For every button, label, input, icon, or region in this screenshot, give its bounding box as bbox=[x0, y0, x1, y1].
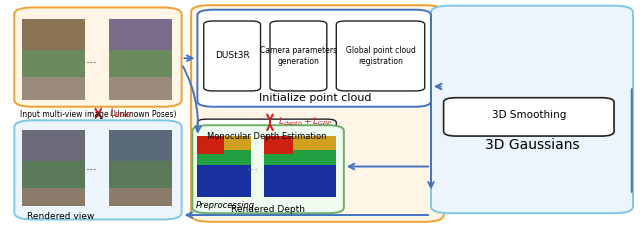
FancyBboxPatch shape bbox=[14, 120, 182, 220]
FancyBboxPatch shape bbox=[444, 98, 614, 136]
Bar bbox=[109, 19, 172, 50]
Bar bbox=[22, 19, 85, 100]
Bar bbox=[109, 130, 172, 206]
Bar bbox=[197, 136, 251, 197]
Text: Camera parameters
generation: Camera parameters generation bbox=[260, 46, 337, 66]
Bar bbox=[109, 19, 172, 100]
Bar bbox=[264, 150, 336, 165]
Text: Rendered Depth: Rendered Depth bbox=[231, 205, 305, 214]
Text: ...: ... bbox=[247, 160, 259, 173]
FancyBboxPatch shape bbox=[197, 119, 336, 155]
FancyBboxPatch shape bbox=[204, 21, 260, 91]
FancyBboxPatch shape bbox=[197, 10, 431, 107]
Text: Monocular Depth Estimation: Monocular Depth Estimation bbox=[207, 132, 326, 141]
Text: Input multi-view image (Unknown Poses): Input multi-view image (Unknown Poses) bbox=[20, 110, 177, 119]
Bar bbox=[22, 130, 85, 206]
FancyBboxPatch shape bbox=[336, 21, 425, 91]
Text: 3D Gaussians: 3D Gaussians bbox=[484, 138, 579, 152]
Bar bbox=[264, 136, 292, 154]
FancyBboxPatch shape bbox=[14, 7, 182, 107]
Text: DUSt3R: DUSt3R bbox=[215, 52, 250, 60]
Bar bbox=[197, 150, 251, 165]
Text: Rendered view: Rendered view bbox=[27, 212, 94, 221]
Bar bbox=[22, 188, 85, 206]
Text: Initialize point cloud: Initialize point cloud bbox=[259, 93, 371, 103]
FancyBboxPatch shape bbox=[431, 6, 633, 213]
Bar bbox=[22, 130, 85, 161]
Text: ...: ... bbox=[86, 160, 98, 173]
Bar bbox=[22, 77, 85, 100]
Bar bbox=[109, 130, 172, 161]
FancyBboxPatch shape bbox=[270, 21, 327, 91]
FancyBboxPatch shape bbox=[193, 125, 344, 213]
Text: ...: ... bbox=[86, 53, 98, 66]
Bar bbox=[109, 77, 172, 100]
Text: $L_{RGB}$: $L_{RGB}$ bbox=[109, 106, 132, 120]
Text: $L_{depth}+L_{GPP}$: $L_{depth}+L_{GPP}$ bbox=[278, 116, 332, 129]
Bar bbox=[264, 136, 336, 150]
Text: Preprocessing: Preprocessing bbox=[196, 201, 255, 210]
Bar bbox=[109, 188, 172, 206]
Bar bbox=[197, 136, 251, 150]
Text: 3D Smoothing: 3D Smoothing bbox=[492, 110, 566, 120]
Text: Global point cloud
registration: Global point cloud registration bbox=[346, 46, 415, 66]
FancyBboxPatch shape bbox=[191, 5, 444, 222]
Bar bbox=[22, 19, 85, 50]
Bar bbox=[264, 136, 336, 197]
Bar bbox=[197, 136, 224, 154]
